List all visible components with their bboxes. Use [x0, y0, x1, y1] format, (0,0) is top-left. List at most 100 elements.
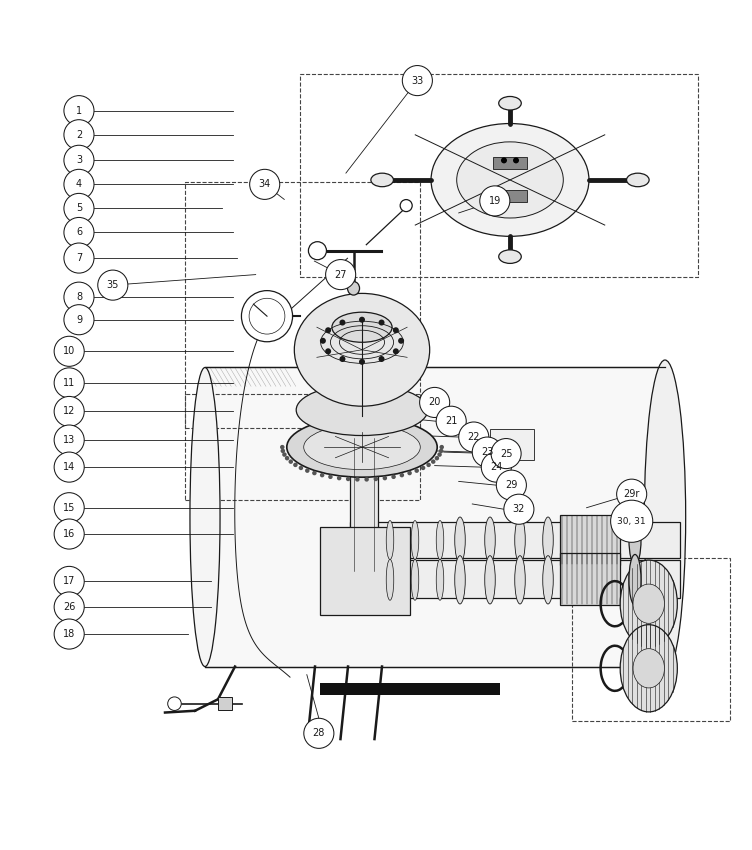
Circle shape	[320, 337, 326, 343]
Text: 9: 9	[76, 314, 82, 325]
Text: 24: 24	[490, 462, 502, 472]
Circle shape	[399, 473, 404, 478]
Bar	[490, 429, 534, 460]
Bar	[493, 190, 526, 202]
Circle shape	[378, 356, 384, 362]
Circle shape	[398, 337, 404, 343]
Text: 33: 33	[411, 76, 423, 86]
Bar	[350, 439, 378, 571]
Circle shape	[54, 493, 84, 523]
Text: 23: 23	[481, 447, 493, 457]
Circle shape	[64, 304, 94, 335]
Circle shape	[64, 120, 94, 150]
Circle shape	[325, 348, 331, 354]
Circle shape	[54, 452, 84, 482]
Circle shape	[459, 422, 489, 452]
Ellipse shape	[485, 556, 496, 604]
Ellipse shape	[633, 649, 665, 688]
Text: 5: 5	[76, 203, 82, 213]
Circle shape	[611, 500, 653, 542]
Ellipse shape	[411, 559, 419, 600]
Circle shape	[400, 200, 412, 212]
Text: 8: 8	[76, 292, 82, 302]
Circle shape	[54, 337, 84, 366]
Circle shape	[325, 327, 331, 333]
Ellipse shape	[620, 560, 678, 648]
Circle shape	[54, 396, 84, 427]
Circle shape	[54, 592, 84, 622]
Circle shape	[64, 145, 94, 175]
Text: 32: 32	[513, 504, 525, 514]
Circle shape	[496, 470, 526, 500]
Circle shape	[326, 259, 356, 290]
Ellipse shape	[332, 312, 392, 343]
Circle shape	[289, 459, 293, 464]
Bar	[350, 560, 680, 598]
Text: 27: 27	[335, 269, 347, 280]
Ellipse shape	[629, 554, 641, 605]
Text: 18: 18	[63, 629, 75, 639]
Ellipse shape	[296, 384, 428, 435]
Circle shape	[308, 241, 326, 260]
Text: 21: 21	[445, 416, 457, 426]
Circle shape	[250, 169, 280, 200]
Ellipse shape	[387, 559, 394, 600]
Ellipse shape	[294, 293, 429, 406]
Circle shape	[64, 282, 94, 312]
Bar	[560, 552, 620, 605]
Circle shape	[365, 477, 369, 482]
Circle shape	[64, 169, 94, 200]
Circle shape	[293, 462, 298, 468]
Circle shape	[408, 471, 412, 475]
Circle shape	[54, 566, 84, 597]
Bar	[320, 683, 500, 694]
Circle shape	[241, 291, 293, 342]
Circle shape	[54, 425, 84, 455]
Bar	[320, 527, 410, 615]
Circle shape	[414, 468, 419, 473]
Ellipse shape	[304, 424, 420, 470]
Circle shape	[54, 368, 84, 398]
Circle shape	[402, 65, 432, 95]
Text: 2: 2	[76, 130, 82, 139]
Circle shape	[393, 348, 399, 354]
Text: 19: 19	[489, 196, 501, 206]
Circle shape	[378, 320, 384, 326]
Text: 1: 1	[76, 105, 82, 116]
Circle shape	[285, 456, 290, 461]
Circle shape	[383, 476, 387, 480]
Circle shape	[346, 477, 350, 481]
Text: 11: 11	[63, 378, 75, 388]
Ellipse shape	[620, 625, 678, 712]
Text: 29r: 29r	[623, 490, 640, 499]
Text: 26: 26	[63, 602, 75, 612]
Ellipse shape	[436, 520, 444, 559]
Circle shape	[337, 476, 341, 480]
Ellipse shape	[436, 559, 444, 600]
Circle shape	[513, 157, 519, 163]
Circle shape	[391, 474, 396, 479]
Circle shape	[305, 468, 310, 473]
Text: 7: 7	[76, 253, 82, 263]
Circle shape	[98, 270, 128, 300]
Ellipse shape	[626, 173, 649, 187]
Text: 14: 14	[63, 462, 75, 472]
FancyBboxPatch shape	[205, 367, 665, 666]
Circle shape	[374, 477, 378, 481]
Circle shape	[355, 477, 359, 482]
Circle shape	[420, 388, 450, 417]
Circle shape	[54, 519, 84, 549]
Text: 12: 12	[63, 406, 75, 416]
Circle shape	[491, 439, 521, 468]
Ellipse shape	[371, 173, 393, 187]
Text: 20: 20	[429, 398, 441, 407]
Text: 30, 31: 30, 31	[617, 517, 646, 526]
Ellipse shape	[455, 517, 465, 563]
Bar	[350, 522, 680, 558]
Ellipse shape	[644, 360, 686, 674]
Circle shape	[393, 327, 399, 333]
Circle shape	[472, 437, 502, 468]
Text: 10: 10	[63, 346, 75, 356]
Bar	[475, 439, 517, 462]
Bar	[218, 698, 232, 710]
